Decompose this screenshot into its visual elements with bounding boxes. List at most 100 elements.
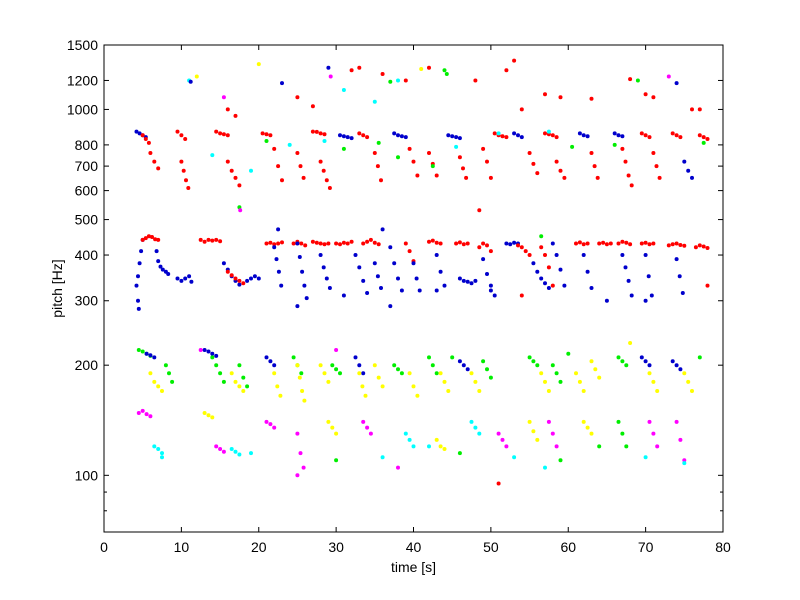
data-point	[454, 144, 459, 149]
data-point	[581, 133, 586, 138]
data-point	[438, 371, 443, 376]
data-point	[407, 249, 412, 254]
data-point	[469, 371, 474, 376]
data-point	[620, 253, 625, 257]
data-point	[577, 131, 582, 136]
data-point	[310, 239, 315, 244]
data-point	[279, 283, 284, 288]
data-point	[249, 168, 253, 173]
data-point	[198, 348, 203, 352]
data-point	[241, 375, 246, 380]
data-point	[550, 283, 555, 288]
data-point	[592, 164, 597, 169]
data-point	[647, 419, 652, 424]
y-tick-label: 600	[75, 183, 99, 199]
data-point	[546, 419, 551, 424]
data-point	[264, 139, 269, 143]
data-point	[647, 242, 652, 247]
data-point	[604, 242, 609, 247]
data-point	[156, 447, 161, 451]
data-point	[274, 257, 279, 262]
data-point	[407, 146, 412, 151]
data-point	[326, 65, 331, 70]
data-point	[324, 276, 329, 281]
data-point	[280, 81, 284, 86]
data-point	[705, 246, 710, 250]
data-point	[272, 363, 277, 368]
data-point	[554, 253, 559, 257]
data-point	[697, 133, 702, 138]
y-tick-label: 1500	[67, 37, 98, 53]
data-point	[427, 65, 431, 70]
data-point	[589, 151, 594, 155]
data-point	[380, 384, 385, 389]
data-point	[396, 367, 400, 372]
data-point	[330, 425, 335, 430]
data-point	[678, 367, 683, 372]
data-point	[137, 131, 142, 136]
data-point	[143, 236, 148, 241]
data-point	[303, 243, 308, 248]
data-point	[298, 164, 303, 169]
data-point	[558, 379, 563, 384]
data-point	[268, 359, 273, 364]
data-point	[488, 175, 493, 180]
data-point	[649, 293, 654, 298]
data-point	[504, 68, 509, 73]
data-point	[148, 353, 153, 358]
data-point	[225, 107, 230, 112]
data-point	[214, 363, 219, 368]
data-point	[372, 261, 377, 266]
data-point	[655, 444, 660, 449]
data-point	[450, 134, 455, 139]
data-point	[379, 286, 383, 290]
data-point	[357, 265, 362, 270]
data-point	[500, 437, 505, 442]
data-point	[488, 288, 493, 293]
data-point	[686, 379, 691, 384]
data-point	[334, 241, 339, 246]
data-point	[492, 131, 497, 136]
data-point	[461, 363, 466, 368]
data-point	[469, 419, 474, 424]
data-point	[481, 241, 486, 246]
data-point	[146, 140, 151, 145]
data-point	[376, 375, 381, 380]
data-point	[272, 425, 277, 430]
data-point	[372, 240, 377, 245]
data-point	[616, 241, 621, 246]
data-point	[554, 159, 559, 164]
data-point	[690, 107, 694, 112]
x-tick-label: 20	[251, 539, 267, 555]
data-point	[318, 159, 323, 164]
data-point	[623, 159, 628, 164]
data-point	[585, 425, 590, 430]
data-point	[442, 447, 447, 451]
data-point	[322, 132, 327, 137]
data-point	[701, 135, 706, 140]
data-point	[210, 238, 215, 243]
data-point	[527, 253, 532, 257]
data-point	[546, 129, 551, 134]
data-point	[527, 419, 532, 424]
data-point	[643, 455, 648, 460]
data-point	[291, 241, 296, 246]
data-point	[363, 393, 368, 398]
data-point	[184, 178, 188, 183]
data-point	[334, 348, 339, 352]
data-point	[477, 245, 482, 250]
data-point	[229, 447, 234, 451]
data-point	[620, 146, 625, 151]
data-point	[616, 133, 621, 138]
data-point	[156, 259, 161, 264]
data-point	[179, 133, 184, 138]
data-point	[152, 159, 157, 164]
data-point	[153, 237, 158, 242]
data-point	[160, 451, 164, 456]
data-point	[543, 131, 547, 136]
data-point	[674, 257, 679, 262]
data-point	[427, 355, 431, 360]
data-point	[415, 393, 420, 398]
data-point	[160, 389, 164, 393]
data-point	[287, 142, 292, 147]
